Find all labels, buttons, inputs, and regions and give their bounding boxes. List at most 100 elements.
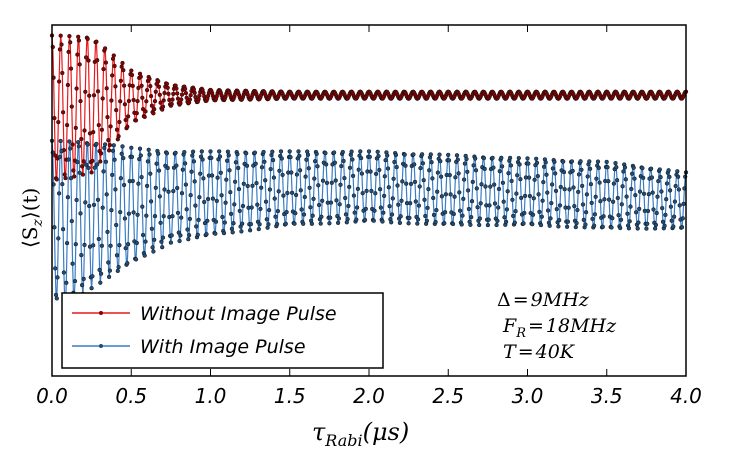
data-point (566, 205, 571, 210)
data-point (86, 165, 91, 171)
data-point (83, 162, 89, 167)
data-point (640, 165, 645, 171)
series-line (51, 140, 687, 305)
data-point (597, 180, 602, 185)
data-point (574, 220, 579, 226)
data-point (52, 225, 57, 230)
data-point (572, 203, 577, 209)
data-point (465, 169, 470, 174)
data-point (142, 253, 147, 258)
data-point (146, 147, 151, 152)
data-point (668, 204, 674, 209)
data-point (296, 149, 301, 154)
data-point (94, 141, 99, 147)
data-point (369, 188, 374, 194)
data-point (136, 181, 141, 186)
data-point (140, 232, 146, 238)
data-point (121, 68, 126, 73)
data-point (333, 178, 338, 183)
data-point (547, 223, 552, 228)
data-point (637, 206, 642, 212)
data-point (152, 107, 157, 112)
data-point (397, 220, 403, 226)
data-point (610, 199, 616, 204)
data-point (564, 224, 570, 229)
data-point (656, 178, 661, 184)
data-point (106, 260, 111, 265)
data-point (576, 172, 582, 177)
data-point (276, 189, 281, 194)
data-point (99, 127, 105, 132)
data-point (376, 153, 381, 159)
data-point (557, 203, 563, 208)
data-point (561, 159, 566, 164)
data-point (613, 160, 618, 166)
data-point (118, 78, 124, 83)
data-point (660, 219, 666, 224)
annotation-temperature: T = 40K (503, 341, 576, 363)
data-point (109, 208, 114, 213)
data-point (637, 189, 643, 194)
data-point (171, 188, 176, 194)
data-point (106, 148, 112, 153)
data-point (594, 176, 599, 181)
data-point (140, 95, 145, 100)
data-point (72, 278, 78, 284)
data-point (382, 174, 387, 179)
data-point (116, 134, 121, 139)
data-point (284, 209, 289, 215)
data-point (408, 201, 413, 206)
data-point (544, 172, 549, 177)
data-point (103, 60, 109, 65)
data-point (75, 52, 80, 57)
data-point (530, 222, 535, 227)
data-point (625, 211, 630, 216)
data-point (466, 206, 472, 212)
data-point (540, 198, 545, 203)
data-point (601, 214, 606, 219)
data-point (521, 221, 526, 226)
data-point (302, 194, 307, 200)
data-point (209, 155, 214, 161)
data-point (534, 160, 540, 166)
data-point (139, 174, 144, 180)
data-point (114, 127, 120, 132)
data-point (266, 222, 271, 227)
data-point (567, 187, 572, 192)
data-point (645, 208, 651, 214)
data-point (266, 207, 272, 213)
data-point (509, 178, 514, 184)
data-point (182, 149, 187, 155)
data-point (131, 97, 136, 103)
data-point (392, 159, 397, 165)
data-point (91, 243, 96, 248)
data-point (114, 107, 119, 113)
data-point (195, 232, 200, 237)
data-point (303, 174, 308, 179)
data-point (102, 46, 108, 51)
data-point (152, 213, 158, 219)
data-point (204, 232, 209, 237)
data-point (165, 85, 170, 90)
data-point (602, 197, 607, 202)
data-point (548, 216, 553, 221)
data-point (584, 192, 590, 197)
data-point (143, 109, 148, 114)
data-point (645, 221, 650, 226)
data-point (160, 104, 166, 109)
data-point (160, 235, 166, 240)
data-point (188, 93, 193, 98)
data-point (636, 220, 641, 225)
data-point (651, 207, 656, 212)
data-point (631, 165, 636, 170)
data-point (402, 152, 407, 157)
data-point (60, 227, 66, 232)
data-point (66, 157, 71, 162)
data-point (350, 173, 356, 179)
data-point (429, 160, 434, 165)
data-point (305, 152, 311, 157)
data-point (297, 168, 303, 173)
data-point (590, 216, 595, 222)
data-point (158, 100, 163, 105)
data-point (381, 210, 386, 215)
